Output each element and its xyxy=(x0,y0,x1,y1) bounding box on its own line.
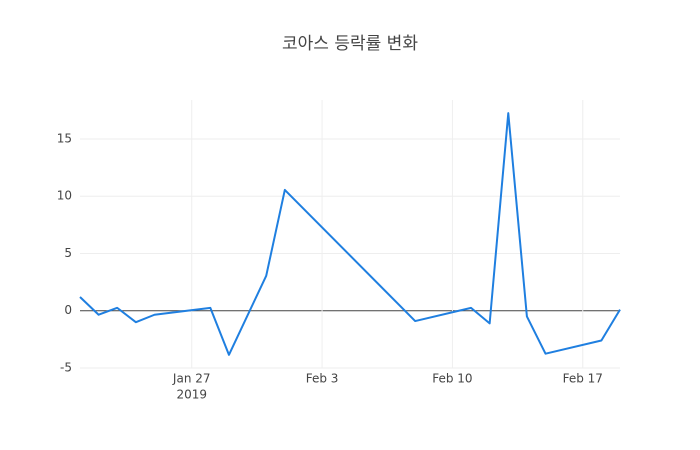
y-tick-label: -5 xyxy=(60,361,72,375)
y-tick-label: 10 xyxy=(57,189,72,203)
x-year-label: 2019 xyxy=(176,388,207,402)
x-tick-label: Feb 3 xyxy=(306,372,339,386)
chart-title: 코아스 등락률 변화 xyxy=(282,34,418,54)
y-tick-label: 15 xyxy=(57,131,72,145)
x-tick-label: Feb 17 xyxy=(563,372,603,386)
y-tick-label: 5 xyxy=(64,246,72,260)
line xyxy=(79,112,621,356)
x-tick-label: Jan 27 xyxy=(172,372,211,386)
x-tick-label: Feb 10 xyxy=(432,372,472,386)
y-tick-label: 0 xyxy=(64,303,72,317)
